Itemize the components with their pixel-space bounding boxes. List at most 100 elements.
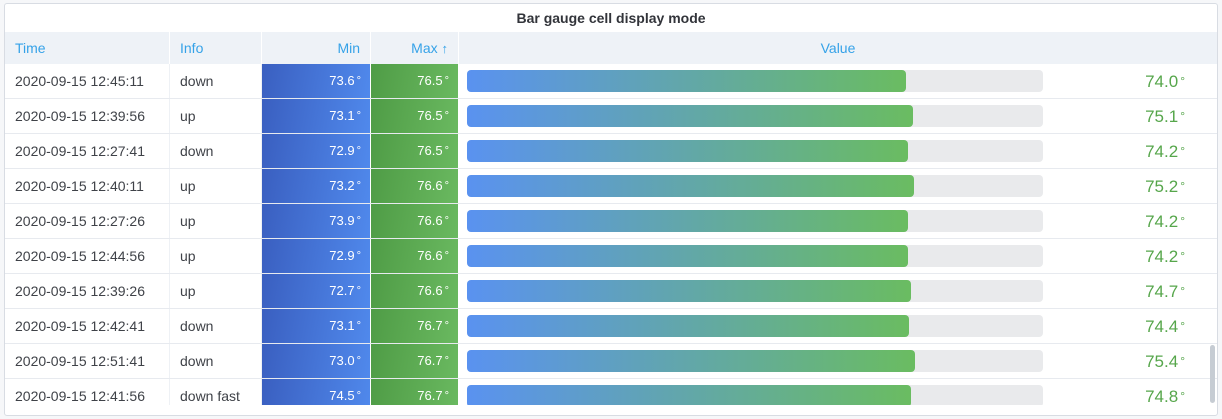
time-cell: 2020-09-15 12:27:26 (5, 204, 170, 238)
bar-gauge-fill (467, 245, 908, 267)
table-row: 2020-09-15 12:44:56 up 72.9 ° 76.6 ° 74.2 ° (5, 239, 1217, 274)
info-cell: up (170, 99, 262, 133)
time-cell: 2020-09-15 12:39:56 (5, 99, 170, 133)
value-cell: 75.4 ° (459, 344, 1217, 378)
bar-gauge-track (467, 245, 1043, 267)
min-cell: 73.1 ° (262, 309, 371, 343)
table-row: 2020-09-15 12:42:41 down 73.1 ° 76.7 ° 74.… (5, 309, 1217, 344)
bar-gauge-fill (467, 280, 911, 302)
bar-gauge-track (467, 175, 1043, 197)
table-row: 2020-09-15 12:51:41 down 73.0 ° 76.7 ° 75.… (5, 344, 1217, 379)
time-cell: 2020-09-15 12:40:11 (5, 169, 170, 203)
bar-gauge-fill (467, 105, 913, 127)
info-cell: up (170, 274, 262, 308)
bar-gauge-fill (467, 315, 909, 337)
info-cell: down (170, 64, 262, 98)
min-cell: 73.6 ° (262, 64, 371, 98)
table-row: 2020-09-15 12:40:11 up 73.2 ° 76.6 ° 75.2 ° (5, 169, 1217, 204)
bar-gauge-track (467, 385, 1043, 405)
max-cell: 76.5 ° (371, 134, 459, 168)
min-cell: 73.9 ° (262, 204, 371, 238)
info-cell: down (170, 134, 262, 168)
max-cell: 76.7 ° (371, 344, 459, 378)
min-cell: 73.1 ° (262, 99, 371, 133)
time-cell: 2020-09-15 12:42:41 (5, 309, 170, 343)
time-cell: 2020-09-15 12:39:26 (5, 274, 170, 308)
info-cell: up (170, 169, 262, 203)
table-panel: Bar gauge cell display mode Time Info Mi… (4, 3, 1218, 416)
table-row: 2020-09-15 12:41:56 down fast 74.5 ° 76.7… (5, 379, 1217, 405)
value-label: 74.2 ° (1145, 246, 1185, 266)
max-cell: 76.7 ° (371, 379, 459, 405)
bar-gauge-track (467, 315, 1043, 337)
value-cell: 74.4 ° (459, 309, 1217, 343)
table-header-row: Time Info Min Max ↑ Value (5, 32, 1217, 64)
max-cell: 76.6 ° (371, 204, 459, 238)
table-row: 2020-09-15 12:27:26 up 73.9 ° 76.6 ° 74.2 ° (5, 204, 1217, 239)
bar-gauge-track (467, 280, 1043, 302)
column-header-info[interactable]: Info (170, 32, 262, 64)
value-label: 74.7 ° (1145, 281, 1185, 301)
bar-gauge-track (467, 210, 1043, 232)
min-cell: 74.5 ° (262, 379, 371, 405)
value-label: 75.1 ° (1145, 106, 1185, 126)
value-cell: 74.0 ° (459, 64, 1217, 98)
time-cell: 2020-09-15 12:51:41 (5, 344, 170, 378)
value-label: 74.0 ° (1145, 71, 1185, 91)
vertical-scrollbar-thumb[interactable] (1210, 345, 1215, 403)
bar-gauge-track (467, 105, 1043, 127)
info-cell: up (170, 204, 262, 238)
table-row: 2020-09-15 12:39:26 up 72.7 ° 76.6 ° 74.7 ° (5, 274, 1217, 309)
max-cell: 76.6 ° (371, 274, 459, 308)
value-label: 74.2 ° (1145, 211, 1185, 231)
bar-gauge-track (467, 350, 1043, 372)
min-cell: 72.9 ° (262, 239, 371, 273)
info-cell: up (170, 239, 262, 273)
bar-gauge-fill (467, 70, 907, 92)
value-label: 74.4 ° (1145, 316, 1185, 336)
panel-title[interactable]: Bar gauge cell display mode (516, 10, 706, 26)
value-cell: 75.2 ° (459, 169, 1217, 203)
info-cell: down fast (170, 379, 262, 405)
column-header-max[interactable]: Max ↑ (371, 32, 459, 64)
max-cell: 76.5 ° (371, 99, 459, 133)
bar-gauge-fill (467, 210, 908, 232)
column-header-value[interactable]: Value (820, 40, 856, 56)
time-cell: 2020-09-15 12:41:56 (5, 379, 170, 405)
column-header-max-label: Max (411, 40, 438, 56)
time-cell: 2020-09-15 12:44:56 (5, 239, 170, 273)
min-cell: 73.2 ° (262, 169, 371, 203)
min-cell: 73.0 ° (262, 344, 371, 378)
value-label: 74.8 ° (1145, 386, 1185, 406)
value-cell: 74.7 ° (459, 274, 1217, 308)
bar-gauge-fill (467, 350, 915, 372)
value-label: 75.4 ° (1145, 351, 1185, 371)
data-table: Time Info Min Max ↑ Value 2020-09-15 12:… (5, 32, 1217, 405)
column-header-time[interactable]: Time (5, 32, 170, 64)
column-header-min[interactable]: Min (262, 32, 371, 64)
value-label: 74.2 ° (1145, 141, 1185, 161)
max-cell: 76.6 ° (371, 239, 459, 273)
value-cell: 74.2 ° (459, 134, 1217, 168)
max-cell: 76.5 ° (371, 64, 459, 98)
max-cell: 76.7 ° (371, 309, 459, 343)
min-cell: 72.9 ° (262, 134, 371, 168)
value-cell: 74.8 ° (459, 379, 1217, 405)
bar-gauge-track (467, 140, 1043, 162)
sort-ascending-icon: ↑ (441, 41, 449, 56)
value-cell: 74.2 ° (459, 204, 1217, 238)
info-cell: down (170, 344, 262, 378)
info-cell: down (170, 309, 262, 343)
value-label: 75.2 ° (1145, 176, 1185, 196)
table-row: 2020-09-15 12:39:56 up 73.1 ° 76.5 ° 75.1 ° (5, 99, 1217, 134)
min-cell: 72.7 ° (262, 274, 371, 308)
value-cell: 74.2 ° (459, 239, 1217, 273)
bar-gauge-fill (467, 175, 914, 197)
bar-gauge-fill (467, 140, 908, 162)
bar-gauge-track (467, 70, 1043, 92)
value-cell: 75.1 ° (459, 99, 1217, 133)
bar-gauge-fill (467, 385, 912, 405)
max-cell: 76.6 ° (371, 169, 459, 203)
table-row: 2020-09-15 12:27:41 down 72.9 ° 76.5 ° 74.… (5, 134, 1217, 169)
table-row: 2020-09-15 12:45:11 down 73.6 ° 76.5 ° 74.… (5, 64, 1217, 99)
